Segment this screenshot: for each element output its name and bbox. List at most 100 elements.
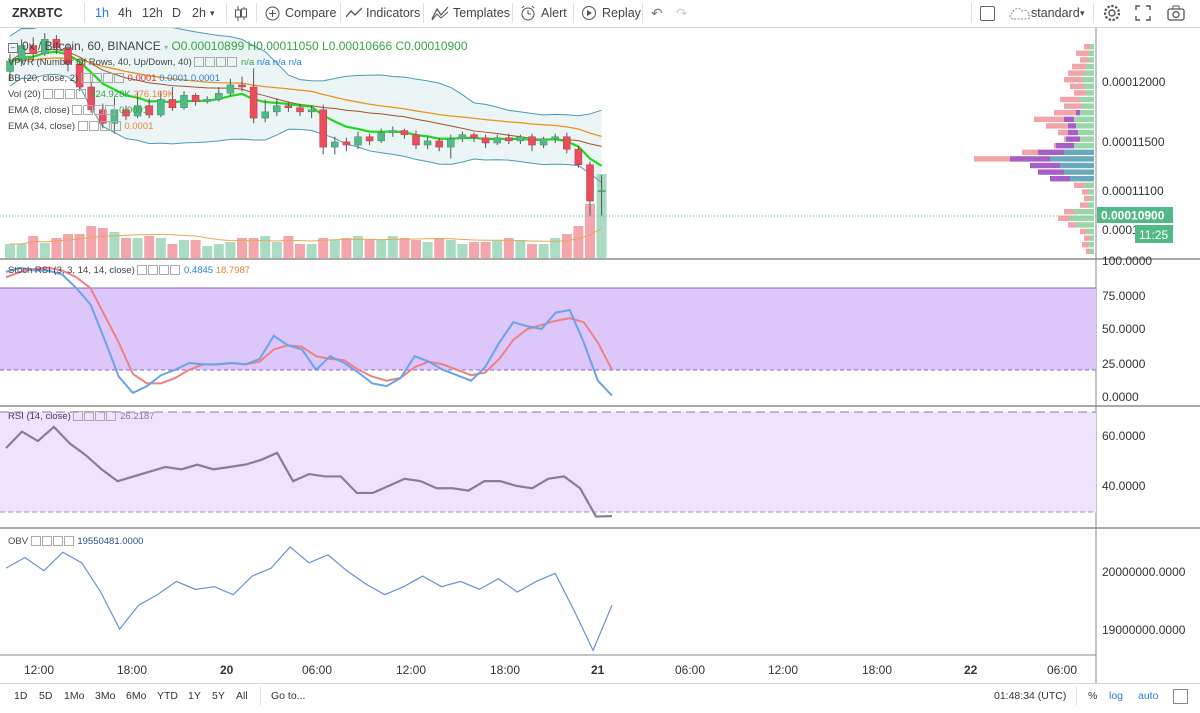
auto-scale-toggle[interactable]: auto [1138,690,1159,702]
log-scale-toggle[interactable]: log [1109,690,1124,702]
ema8-legend[interactable]: EMA (8, close) 0.0001 [8,105,148,116]
interval-d[interactable]: D [172,6,182,20]
legend-dropdown-icon[interactable]: ▾ [164,43,169,52]
vpvr-bar-down [1058,215,1070,221]
replay-button[interactable]: Replay [602,6,641,20]
vpvr-bar-mixed [1010,156,1050,162]
vpvr-bar-up [1060,162,1094,169]
bb-legend[interactable]: BB (20, close, 2) 0.0001 0.0001 0.0001 [8,73,220,84]
interval-dropdown-icon[interactable]: ▾ [210,8,215,18]
volume-bar [86,226,97,258]
volume-bar [225,242,236,258]
replay-icon[interactable] [581,5,597,21]
checkbox-icon[interactable] [980,6,995,21]
compare-button[interactable]: Compare [285,6,337,20]
chart-area[interactable]: 0.00012000 0.00011500 0.00011100 0.00010… [0,28,1200,683]
settings-icons[interactable] [137,265,181,276]
chart-settings-icon[interactable] [1173,689,1188,704]
vpvr-value: n/a [256,57,271,68]
templates-button[interactable]: Templates [453,6,510,20]
camera-icon[interactable] [1167,5,1185,21]
gear-icon[interactable] [1103,4,1121,22]
volume-bar [283,236,294,258]
interval-2h[interactable]: 2h [192,6,206,20]
range-5d[interactable]: 5D [39,690,53,702]
vpvr-legend[interactable]: VPVR (Number Of Rows, 40, Up/Down, 40) n… [8,57,302,68]
volume-bar [376,240,387,258]
candlesticks [6,33,606,216]
vpvr-bar-up [1089,57,1094,63]
range-ytd[interactable]: YTD [157,690,178,702]
vpvr-bar-up [1088,202,1094,208]
range-1d[interactable]: 1D [14,690,28,702]
candle-down [284,105,293,108]
volume-bar [434,238,445,258]
range-5y[interactable]: 5Y [212,690,225,702]
ema34-legend[interactable]: EMA (34, close) 0.0001 [8,121,153,132]
obv-tick-label: 19000000.0000 [1102,623,1186,637]
rsi-legend[interactable]: RSI (14, close) 26.2187 [8,411,154,422]
settings-icons[interactable] [80,73,125,84]
compare-plus-icon[interactable] [265,6,280,21]
range-3mo[interactable]: 3Mo [95,690,116,702]
volume-bar [190,240,201,258]
settings-icons[interactable] [73,411,117,422]
stoch-legend[interactable]: Stoch RSI (3, 3, 14, 14, close) 0.4845 1… [8,265,250,276]
settings-icons[interactable] [30,536,75,547]
vol-legend[interactable]: Vol (20) 924.928K 276.169K [8,89,174,100]
main-legend[interactable]: –0x / Bitcoin, 60, BINANCE ▾ O0.00010899… [8,39,468,53]
interval-4h[interactable]: 4h [118,6,132,20]
vpvr-bar-up [1086,63,1094,70]
settings-icons[interactable] [43,89,87,100]
range-1y[interactable]: 1Y [188,690,201,702]
volume-bar [121,238,131,258]
ema8-line [9,50,603,167]
vpvr-bar-mixed [1076,110,1080,116]
range-all[interactable]: All [236,690,248,702]
candles-type-icon[interactable] [234,6,248,21]
cloud-icon[interactable] [1008,6,1032,20]
candle-up [377,132,385,142]
range-1mo[interactable]: 1Mo [64,690,85,702]
obv-legend[interactable]: OBV 19550481.0000 [8,536,143,547]
range-6mo[interactable]: 6Mo [126,690,147,702]
fullscreen-icon[interactable] [1135,5,1151,21]
vol-ma-value: 276.169K [133,89,175,100]
chart-canvas[interactable]: 0.00012000 0.00011500 0.00011100 0.00010… [0,28,1200,683]
candle-down [99,109,107,124]
interval-1h[interactable]: 1h [95,6,109,20]
stoch-tick-label: 0.0000 [1102,390,1139,404]
volume-bar [28,236,39,258]
settings-icons[interactable] [77,121,122,132]
ema8-label: EMA (8, close) [8,105,70,116]
rsi-tick-label: 40.0000 [1102,479,1146,493]
volume-bar [515,240,526,258]
settings-icons[interactable] [194,57,238,68]
symbol-search[interactable]: ZRXBTC [12,6,63,20]
indicators-button[interactable]: Indicators [366,6,421,20]
undo-icon[interactable]: ↶ [651,5,663,21]
ema34-value: 0.0001 [124,121,154,132]
indicators-icon[interactable] [346,7,362,19]
redo-icon[interactable]: ↷ [676,5,688,21]
utc-clock[interactable]: 01:48:34 (UTC) [994,690,1067,702]
templates-icon[interactable] [431,5,449,21]
candle-down [249,86,258,119]
interval-12h[interactable]: 12h [142,6,163,20]
candle-up [215,92,223,100]
vpvr-bar-up [1064,149,1094,155]
settings-icons[interactable] [72,105,116,116]
stoch-d-value: 18.7987 [215,265,251,276]
candle-up [261,111,269,119]
alert-clock-icon[interactable] [520,5,536,21]
collapse-icon[interactable]: – [8,43,18,53]
vpvr-bar-down [974,156,1010,162]
goto-button[interactable]: Go to... [271,690,306,702]
percent-scale-toggle[interactable]: % [1088,690,1098,702]
candle-up [273,105,281,113]
bb-upper-line [9,28,602,117]
volume-bar [248,238,259,258]
alert-button[interactable]: Alert [541,6,567,20]
layout-name[interactable]: standard [1031,6,1080,20]
layout-dropdown-icon[interactable]: ▾ [1080,8,1085,18]
